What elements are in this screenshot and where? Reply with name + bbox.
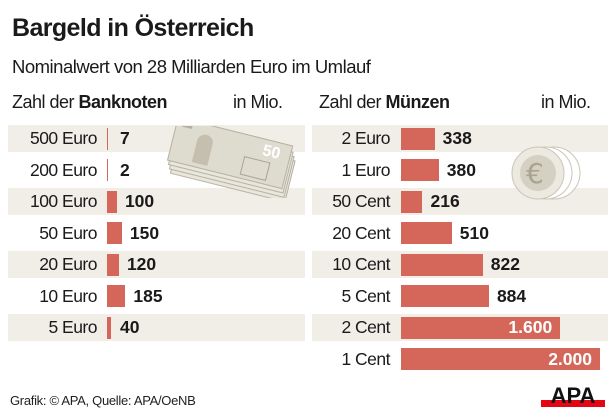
coin-category-label: 2 Euro	[341, 128, 390, 148]
coin-bar	[401, 190, 423, 213]
coin-value-label: 822	[490, 254, 520, 275]
coin-value-label: 884	[496, 285, 527, 306]
banknote-value-label: 7	[120, 128, 130, 148]
svg-text:APA: APA	[551, 383, 596, 408]
banknote-category-label: 500 Euro	[29, 128, 98, 148]
coin-category-label: 10 Cent	[332, 254, 390, 275]
coin-category-label: 2 Cent	[341, 317, 390, 338]
banknote-category-label: 100 Euro	[29, 191, 98, 212]
chart-subtitle: Nominalwert von 28 Milliarden Euro im Um…	[12, 56, 371, 77]
coin-value-label: 338	[442, 128, 472, 148]
coin-value-label: 510	[459, 222, 489, 243]
coin-bar	[401, 253, 483, 276]
coin-category-label: 1 Euro	[341, 159, 390, 180]
coins-header-bold: Münzen	[385, 92, 451, 112]
banknotes-header: Zahl der Banknoten	[12, 92, 168, 113]
banknote-stack-icon: 50	[166, 126, 296, 198]
coin-category-label: 5 Cent	[341, 285, 390, 306]
banknote-bar	[107, 222, 122, 245]
banknotes-header-prefix: Zahl der	[12, 92, 79, 112]
coin-bar	[401, 127, 435, 150]
banknotes-unit: in Mio.	[233, 92, 283, 112]
banknote-value-label: 150	[129, 222, 160, 243]
coins-header: Zahl der Münzen	[319, 92, 450, 113]
banknote-value-label: 100	[124, 191, 155, 212]
banknote-category-label: 20 Euro	[39, 254, 97, 275]
banknote-bar	[107, 253, 119, 276]
coin-category-label: 20 Cent	[332, 222, 390, 243]
coin-value-label: 216	[430, 191, 460, 212]
coin-category-label: 50 Cent	[332, 191, 390, 212]
apa-logo: APA	[541, 383, 605, 408]
banknote-value-label: 2	[120, 159, 130, 180]
coin-bar	[401, 159, 439, 182]
banknote-value-label: 120	[126, 254, 157, 275]
banknote-bar	[107, 190, 117, 213]
row-band	[8, 314, 305, 342]
source-credit: Grafik: © APA, Quelle: APA/OeNB	[10, 393, 196, 408]
svg-text:€: €	[526, 157, 544, 190]
banknote-value-label: 185	[133, 285, 163, 306]
banknote-bar	[107, 159, 108, 182]
coin-bar	[401, 222, 452, 245]
euro-coin-icon: €	[511, 146, 581, 200]
chart-title: Bargeld in Österreich	[12, 14, 254, 42]
banknotes-header-bold: Banknoten	[78, 92, 168, 112]
coin-bar	[401, 285, 489, 308]
coin-value-label: 380	[446, 159, 476, 180]
coin-bar	[401, 348, 600, 371]
svg-text:50: 50	[261, 142, 282, 163]
banknote-category-label: 50 Euro	[39, 222, 97, 243]
coin-category-label: 1 Cent	[341, 348, 390, 369]
banknote-bar	[107, 285, 126, 308]
coin-value-label: 2.000	[548, 348, 592, 369]
banknote-category-label: 200 Euro	[29, 159, 98, 180]
banknote-category-label: 10 Euro	[39, 285, 97, 306]
banknote-value-label: 40	[120, 317, 140, 338]
coin-value-label: 1.600	[508, 317, 553, 338]
banknote-bar	[107, 316, 111, 339]
coin-bar	[401, 316, 561, 339]
banknote-bar	[107, 127, 108, 150]
row-band	[8, 251, 305, 279]
coins-header-prefix: Zahl der	[319, 92, 386, 112]
banknote-category-label: 5 Euro	[48, 317, 97, 338]
coins-unit: in Mio.	[541, 92, 591, 112]
